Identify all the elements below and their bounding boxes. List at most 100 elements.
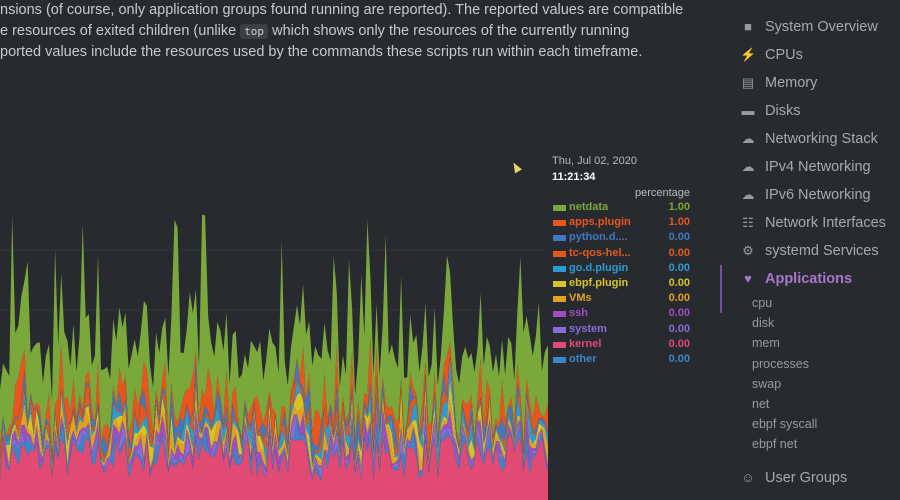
legend-row[interactable]: system 0.00: [552, 322, 692, 337]
sidebar-subitem-disk[interactable]: disk: [752, 316, 775, 331]
legend-dimension-name[interactable]: ebpf.plugin: [569, 276, 629, 289]
legend-row[interactable]: go.d.plugin 0.00: [552, 261, 692, 276]
intro-line-3: ported values include the resources used…: [0, 44, 643, 60]
intro-text: nsions (of course, only application grou…: [0, 0, 700, 63]
bolt-icon: ⚡: [740, 47, 757, 62]
legend-time: 11:21:34: [552, 171, 596, 183]
hdd-icon: ▬: [741, 103, 755, 118]
network-icon: ☷: [742, 215, 754, 230]
intro-line-1: nsions (of course, only application grou…: [0, 2, 684, 18]
top-code: top: [240, 24, 269, 39]
sidebar-item-disks[interactable]: ▬ Disks: [740, 97, 801, 125]
sidebar-item-label: Networking Stack: [765, 131, 878, 147]
sidebar-item-ipv6-networking[interactable]: ☁ IPv6 Networking: [740, 181, 871, 209]
sidebar-subitem-mem[interactable]: mem: [752, 336, 780, 351]
legend-dimension-name[interactable]: go.d.plugin: [569, 261, 629, 274]
legend-row[interactable]: tc-qos-hel... 0.00: [552, 246, 692, 261]
sidebar-item-label: Disks: [765, 103, 801, 119]
heartbeat-icon: ♥: [744, 271, 752, 286]
legend-dimension-value: 0.00: [668, 292, 690, 305]
legend-dimension-value: 0.00: [668, 337, 690, 350]
legend-dimension-value: 0.00: [668, 352, 690, 365]
legend-dimension-value: 0.00: [668, 322, 690, 335]
sidebar-item-ipv4-networking[interactable]: ☁ IPv4 Networking: [740, 153, 871, 181]
intro-line-2-pre: e resources of exited children (unlike: [0, 23, 241, 39]
active-indicator: [720, 265, 722, 313]
legend-dimension-value: 0.00: [668, 307, 690, 320]
area-series-kernel: [0, 435, 548, 500]
legend-dimension-value: 0.00: [668, 246, 690, 259]
legend-dimension-value: 1.00: [668, 216, 690, 229]
cogs-icon: ⚙: [742, 243, 754, 258]
legend-dimension-name[interactable]: apps.plugin: [569, 216, 631, 229]
legend-row[interactable]: other 0.00: [552, 352, 692, 367]
sidebar-subitem-swap[interactable]: swap: [752, 376, 782, 391]
sidebar-item-label: systemd Services: [765, 243, 879, 259]
sidebar-nav: ■ System Overview ⚡ CPUs ▤ Memory ▬ Disks ☁ Netwo…: [720, 0, 900, 500]
intro-line-2-post: which shows only the resources of the cu…: [268, 23, 630, 39]
legend-swatch: [553, 265, 566, 272]
legend-dimension-name[interactable]: netdata: [569, 201, 609, 213]
sidebar-item-system-overview[interactable]: ■ System Overview: [740, 13, 878, 41]
legend-row[interactable]: ebpf.plugin 0.00: [552, 276, 692, 291]
legend-row[interactable]: netdata 1.00: [552, 200, 692, 215]
legend-swatch: [553, 250, 566, 257]
legend-row[interactable]: VMs 0.00: [552, 291, 692, 306]
legend-swatch: [553, 235, 566, 242]
chart-legend: Thu, Jul 02, 2020 11:21:34 percentage ne…: [552, 153, 692, 367]
users-icon: ☺: [741, 470, 755, 485]
sidebar-subitem-net[interactable]: net: [752, 397, 770, 411]
sidebar-item-label: Applications: [765, 271, 853, 287]
stacked-area-chart[interactable]: [0, 150, 550, 500]
sidebar-item-networking-stack[interactable]: ☁ Networking Stack: [740, 125, 878, 153]
legend-swatch: [553, 341, 566, 348]
legend-dimension-value: 0.00: [668, 231, 690, 244]
intro-line-2: e resources of exited children (unlike t…: [0, 21, 700, 42]
legend-row[interactable]: kernel 0.00: [552, 337, 692, 352]
sidebar-subitem-ebpf-net[interactable]: ebpf net: [752, 437, 798, 452]
legend-dimension-name[interactable]: system: [569, 322, 607, 335]
sidebar-item-memory[interactable]: ▤ Memory: [740, 69, 818, 97]
legend-dimension-value: 1.00: [668, 201, 690, 213]
cloud-icon: ☁: [741, 131, 755, 146]
legend-row[interactable]: apps.plugin 1.00: [552, 215, 692, 230]
sidebar-item-label: System Overview: [765, 19, 878, 35]
area-series-netdata: [0, 214, 548, 455]
apps-cpu-chart[interactable]: [0, 150, 550, 500]
sidebar-subitem-processes[interactable]: processes: [752, 356, 809, 371]
legend-date: Thu, Jul 02, 2020: [552, 155, 638, 167]
legend-units: percentage: [634, 187, 690, 199]
legend-dimension-name[interactable]: tc-qos-hel...: [569, 246, 631, 259]
legend-row[interactable]: ssh 0.00: [552, 306, 692, 321]
sidebar-item-applications[interactable]: ♥ Applications: [740, 265, 852, 293]
legend-dimension-name[interactable]: ssh: [569, 307, 588, 320]
legend-dimension-name[interactable]: python.d....: [569, 231, 628, 244]
sidebar-subitem-ebpf-syscall[interactable]: ebpf syscall: [752, 417, 818, 432]
legend-swatch: [553, 326, 566, 333]
legend-row[interactable]: python.d.... 0.00: [552, 230, 692, 245]
legend-dimension-name[interactable]: other: [569, 352, 597, 365]
legend-swatch: [553, 280, 566, 287]
legend-swatch: [553, 356, 566, 363]
legend-dimension-name[interactable]: kernel: [569, 337, 602, 350]
memory-icon: ▤: [741, 75, 755, 90]
legend-swatch: [553, 296, 566, 303]
sidebar-subitem-cpu[interactable]: cpu: [752, 296, 773, 310]
sidebar-item-label: CPUs: [765, 47, 803, 63]
bookmark-icon: ■: [744, 19, 752, 34]
sidebar-item-cpus[interactable]: ⚡ CPUs: [740, 41, 803, 69]
cloud-icon: ☁: [741, 187, 755, 202]
legend-swatch: [553, 205, 566, 211]
sidebar-item-user-groups[interactable]: ☺ User Groups: [740, 464, 847, 492]
legend-swatch: [553, 311, 566, 318]
sidebar-item-label: IPv4 Networking: [765, 159, 871, 175]
sidebar-item-systemd-services[interactable]: ⚙ systemd Services: [740, 237, 879, 265]
sidebar-item-label: User Groups: [765, 470, 848, 486]
sidebar-item-label: Memory: [765, 75, 818, 91]
legend-swatch: [553, 220, 566, 227]
legend-dimension-name[interactable]: VMs: [569, 292, 592, 305]
legend-dimension-value: 0.00: [668, 276, 690, 289]
cloud-icon: ☁: [741, 159, 755, 174]
sidebar-item-network-interfaces[interactable]: ☷ Network Interfaces: [740, 209, 886, 237]
sidebar-item-label: Network Interfaces: [765, 215, 886, 231]
